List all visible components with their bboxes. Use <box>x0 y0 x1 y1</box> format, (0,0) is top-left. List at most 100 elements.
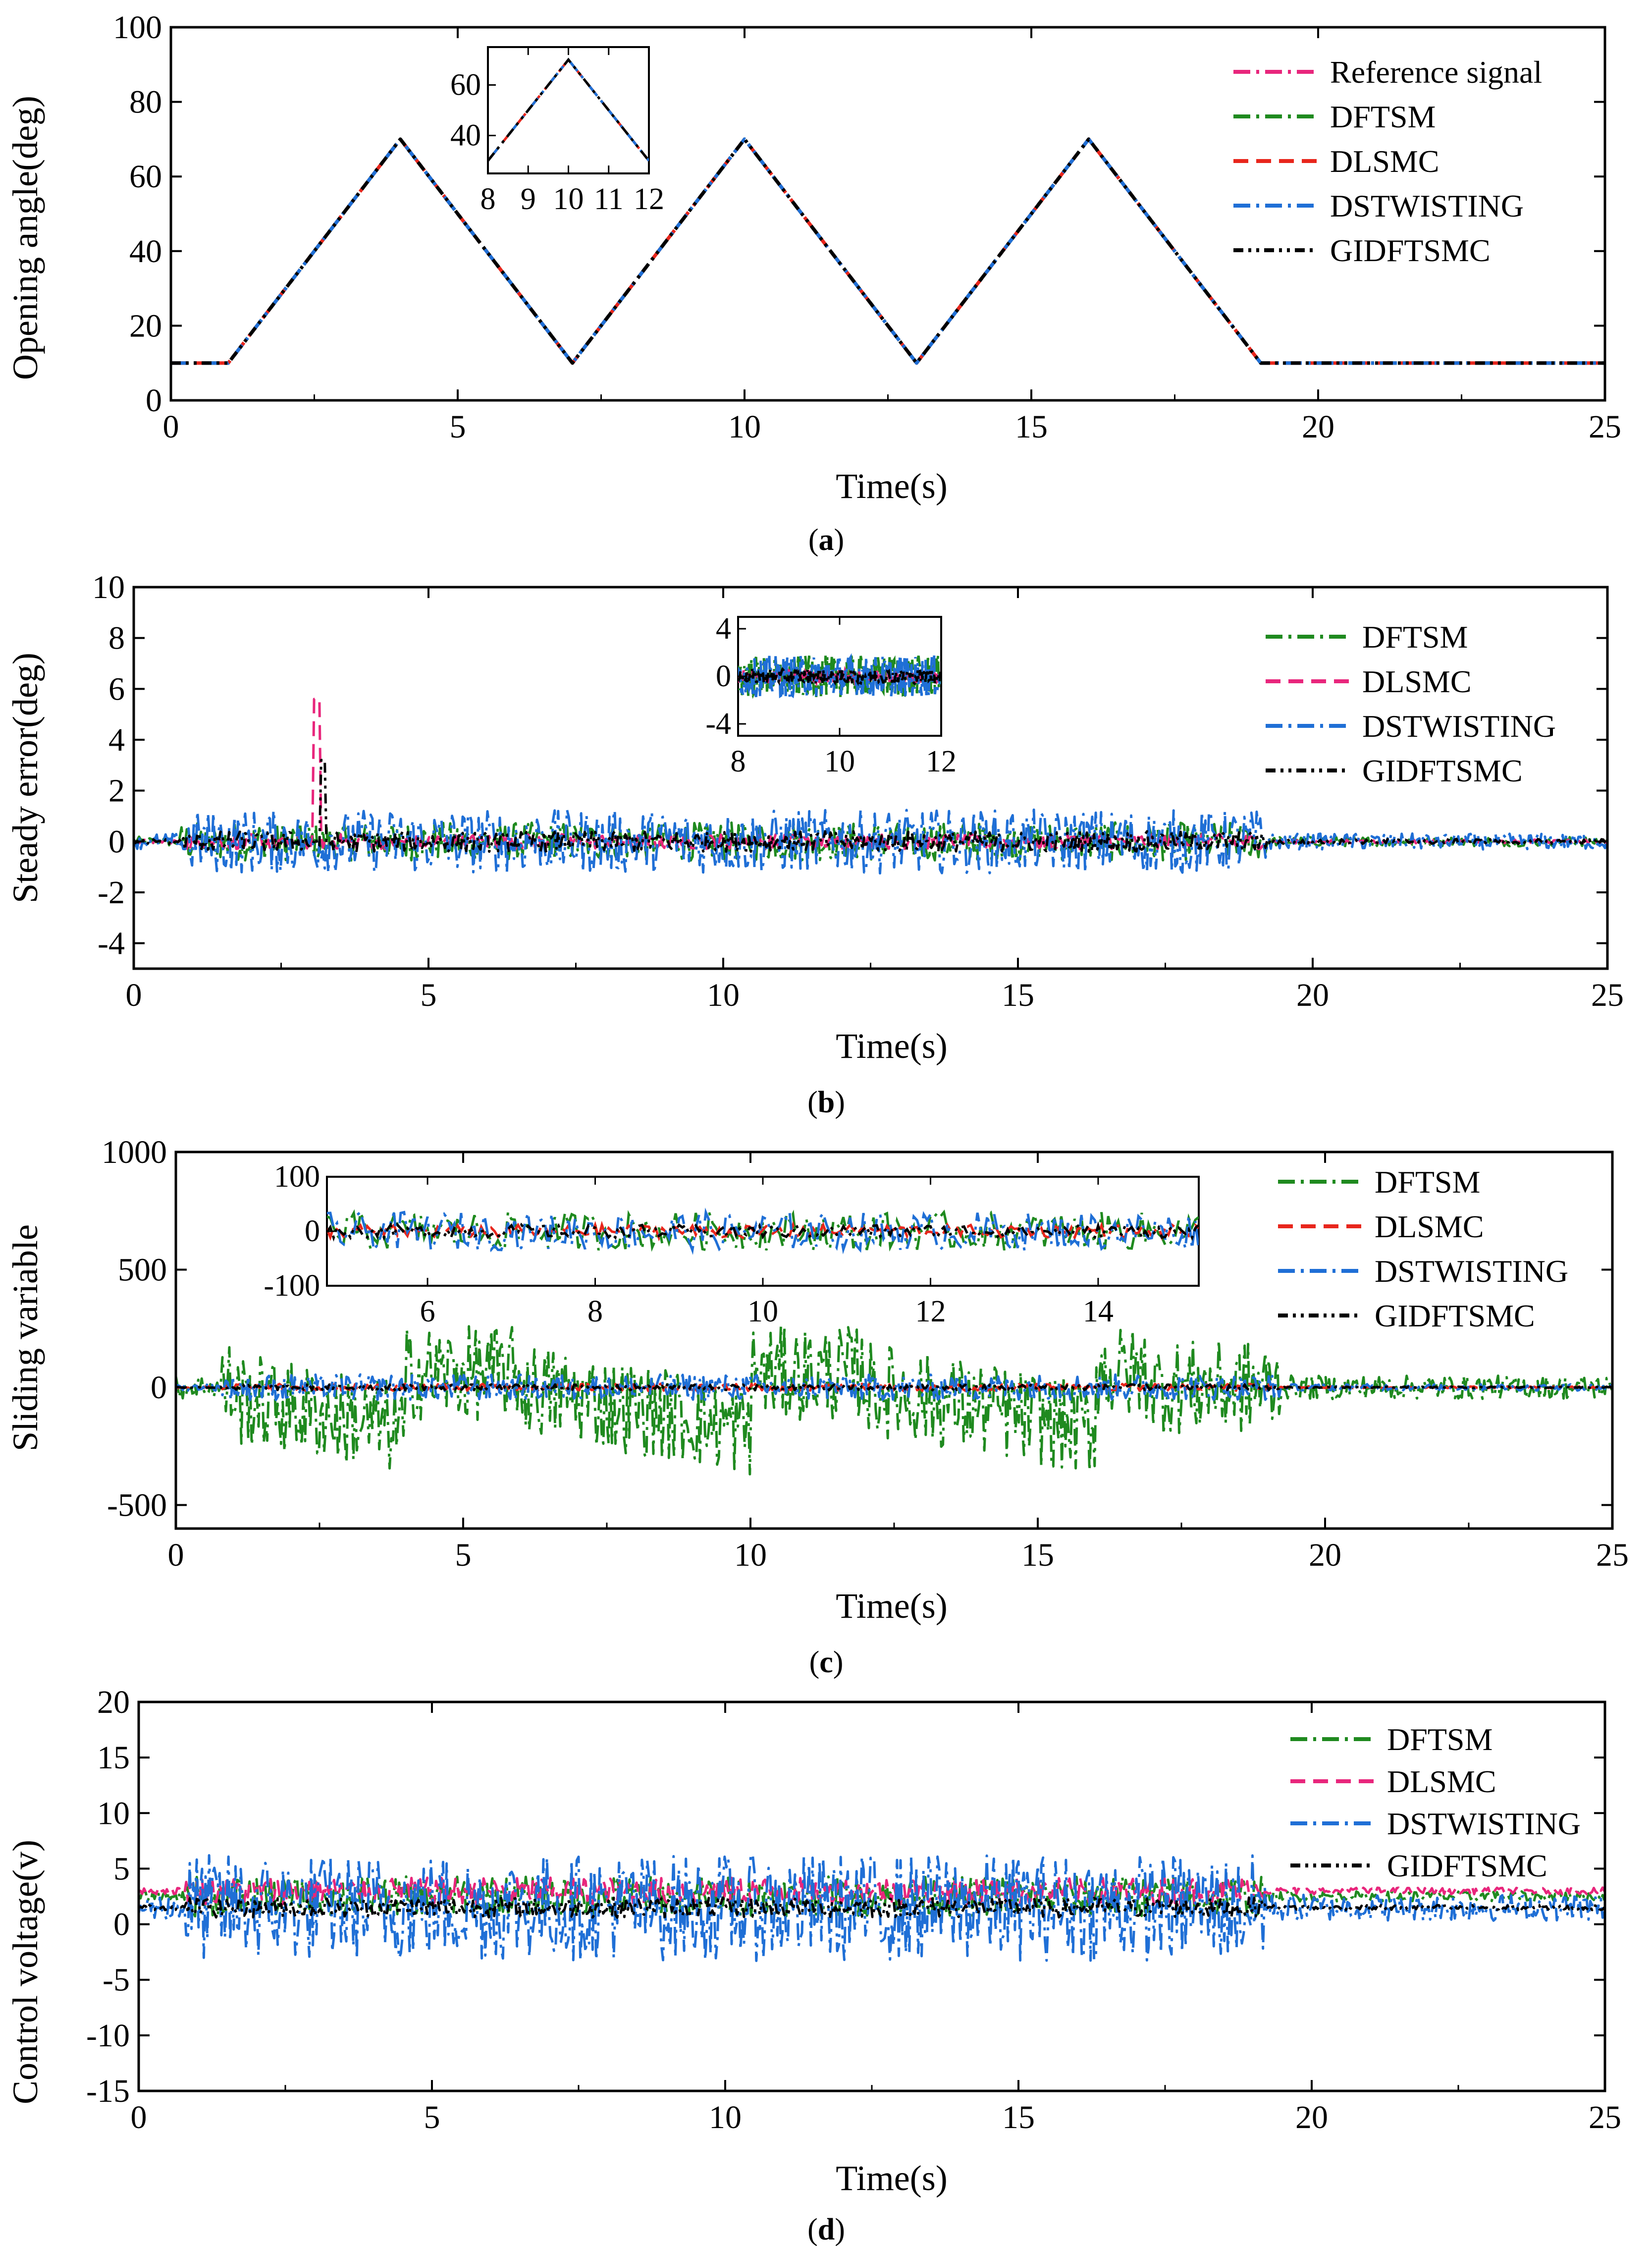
panel-a-xtick-label: 20 <box>1302 409 1334 445</box>
panel-d-xtick-label: 10 <box>709 2099 742 2136</box>
panel-c-xtick-label: 5 <box>455 1537 472 1573</box>
panel-b-inset-xtick-label: 12 <box>926 745 957 778</box>
panel-c-xlabel: Time(s) <box>836 1586 947 1626</box>
panel-b-legend-label: GIDFTSMC <box>1362 753 1523 788</box>
panel-c-sliding-variable: DFTSM DLSMC DSTWISTING GIDFTSMC 0 5 10 15 20 25 -5… <box>5 1134 1629 1679</box>
panel-d-ytick-label: -15 <box>86 2073 130 2109</box>
panel-d-xtick-label: 5 <box>424 2099 440 2136</box>
panel-b-xtick-label: 25 <box>1591 977 1624 1013</box>
panel-a-inset-frame <box>487 46 650 174</box>
panel-a-opening-angle: Reference signal DFTSM DLSMC DSTWISTING GIDF… <box>5 9 1621 557</box>
panel-b-ytick-label: 6 <box>108 671 125 707</box>
panel-c-inset: 6 8 10 12 14 100 0 -100 <box>264 1160 1200 1328</box>
panel-c-ytick-label: 500 <box>118 1252 167 1288</box>
panel-a-legend-label: DSTWISTING <box>1330 188 1524 223</box>
panel-a-plot-area: Reference signal DFTSM DLSMC DSTWISTING GIDF… <box>113 9 1621 445</box>
panel-b-caption: (b) <box>807 1086 845 1119</box>
panel-a-xtick-label: 25 <box>1589 409 1621 445</box>
panel-b-ytick-label: 10 <box>92 569 125 605</box>
panel-d-series-group <box>139 1853 1605 1962</box>
panel-b-inset-ytick-label: 4 <box>716 612 731 646</box>
panel-b-xtick-label: 20 <box>1296 977 1329 1013</box>
panel-c-inset-xtick-label: 6 <box>420 1295 435 1328</box>
panel-b-inset-xtick-label: 10 <box>824 745 855 778</box>
panel-a-xtick-label: 15 <box>1015 409 1048 445</box>
panel-a-inset-xtick-label: 11 <box>594 182 624 216</box>
panel-b-ytick-label: 0 <box>108 823 125 860</box>
panel-c-legend-label: GIDFTSMC <box>1375 1298 1535 1333</box>
panel-a-inset-series-gidftsmc <box>488 57 649 162</box>
panel-d-ytick-label: 20 <box>97 1684 130 1720</box>
panel-d-xtick-label: 20 <box>1295 2099 1328 2136</box>
panel-a-legend-label: DLSMC <box>1330 144 1439 179</box>
panel-b-xtick-label: 15 <box>1002 977 1034 1013</box>
panel-d-legend-label: DLSMC <box>1387 1764 1496 1799</box>
panel-b-xtick-label: 10 <box>707 977 740 1013</box>
panel-d-control-voltage: DFTSM DLSMC DSTWISTING GIDFTSMC 0 5 10 15 20 25 -1… <box>5 1684 1621 2246</box>
panel-a-inset-xtick-label: 9 <box>521 182 536 216</box>
panel-c-ylabel: Sliding variable <box>5 1224 45 1451</box>
panel-d-caption: (d) <box>807 2213 845 2246</box>
panel-d-ytick-label: 5 <box>113 1851 130 1887</box>
panel-c-plot-area: DFTSM DLSMC DSTWISTING GIDFTSMC 0 5 10 15 20 25 -5… <box>102 1134 1629 1573</box>
panel-a-inset-xtick-label: 12 <box>634 182 664 216</box>
panel-c-inset-xtick-label: 10 <box>747 1295 778 1328</box>
panel-a-xtick-label: 10 <box>728 409 761 445</box>
panel-d-ytick-label: 10 <box>97 1795 130 1831</box>
panel-b-xtick-label: 0 <box>126 977 142 1013</box>
panel-d-plot-area: DFTSM DLSMC DSTWISTING GIDFTSMC 0 5 10 15 20 25 -1… <box>86 1684 1621 2136</box>
panel-d-series-dlsmc <box>139 1876 1605 1906</box>
panel-d-ytick-label: -10 <box>86 2018 130 2054</box>
panel-d-ylabel: Control voltage(v) <box>5 1840 45 2104</box>
panel-b-series-group <box>134 698 1607 875</box>
panel-d-ytick-label: 0 <box>113 1907 130 1943</box>
panel-c-inset-ytick-label: 100 <box>274 1160 320 1194</box>
panel-b-ytick-label: 8 <box>108 620 125 657</box>
panel-a-inset-ytick-label: 40 <box>450 119 481 153</box>
panel-d-ytick-label: -5 <box>103 1962 130 1998</box>
panel-d-series-gidftsmc <box>139 1896 1605 1919</box>
panel-c-legend-label: DSTWISTING <box>1375 1254 1568 1289</box>
panel-b-legend-label: DLSMC <box>1362 664 1472 699</box>
panel-a-xlabel: Time(s) <box>836 466 947 506</box>
panel-c-xtick-label: 15 <box>1021 1537 1054 1573</box>
panel-c-ytick-label: -500 <box>107 1487 167 1524</box>
panel-d-xtick-label: 15 <box>1002 2099 1035 2136</box>
panel-b-inset-series-gidftsmc <box>738 665 941 687</box>
panel-a-ytick-label: 20 <box>129 308 162 344</box>
panel-c-inset-xtick-label: 14 <box>1083 1295 1114 1328</box>
panel-a-inset: 8 9 10 11 12 40 60 <box>450 46 664 216</box>
panel-c-inset-ytick-label: 0 <box>305 1214 320 1248</box>
panel-b-ytick-label: 4 <box>108 722 125 758</box>
panel-b-series-dstwisting <box>134 808 1607 875</box>
panel-a-series-dstwisting <box>171 137 1605 365</box>
panel-b-inset-ytick-label: 0 <box>716 659 731 693</box>
panel-c-xtick-label: 25 <box>1596 1537 1629 1573</box>
panel-c-series-dstwisting <box>176 1373 1612 1402</box>
panel-c-inset-series <box>327 1207 1199 1255</box>
panel-a-inset-xtick-label: 10 <box>553 182 584 216</box>
panel-c-inset-ytick-label: -100 <box>264 1269 320 1303</box>
panel-c-xtick-label: 0 <box>168 1537 184 1573</box>
panel-b-inset-ytick-label: -4 <box>705 707 731 741</box>
panel-d-legend-label: GIDFTSMC <box>1387 1848 1547 1883</box>
panel-d-xtick-label: 0 <box>131 2099 147 2136</box>
panel-b-legend-label: DFTSM <box>1362 619 1468 655</box>
panel-c-inset-xtick-label: 12 <box>915 1295 946 1328</box>
panel-a-inset-series <box>488 57 649 162</box>
panel-d-series-dstwisting <box>139 1853 1605 1962</box>
panel-a-ylabel: Opening angle(deg) <box>5 96 45 380</box>
panel-c-xtick-label: 20 <box>1309 1537 1341 1573</box>
panel-a-ytick-label: 60 <box>129 159 162 195</box>
panel-a-ytick-label: 40 <box>129 233 162 270</box>
panel-a-ytick-label: 80 <box>129 84 162 120</box>
panel-a-ytick-label: 100 <box>113 9 162 46</box>
panel-a-legend-label: GIDFTSMC <box>1330 233 1491 268</box>
panel-a-legend-label: Reference signal <box>1330 55 1542 90</box>
panel-b-xlabel: Time(s) <box>836 1026 947 1066</box>
panel-b-inset-xtick-label: 8 <box>731 745 746 778</box>
panel-d-legend-label: DSTWISTING <box>1387 1806 1581 1841</box>
panel-c-xtick-label: 10 <box>734 1537 767 1573</box>
